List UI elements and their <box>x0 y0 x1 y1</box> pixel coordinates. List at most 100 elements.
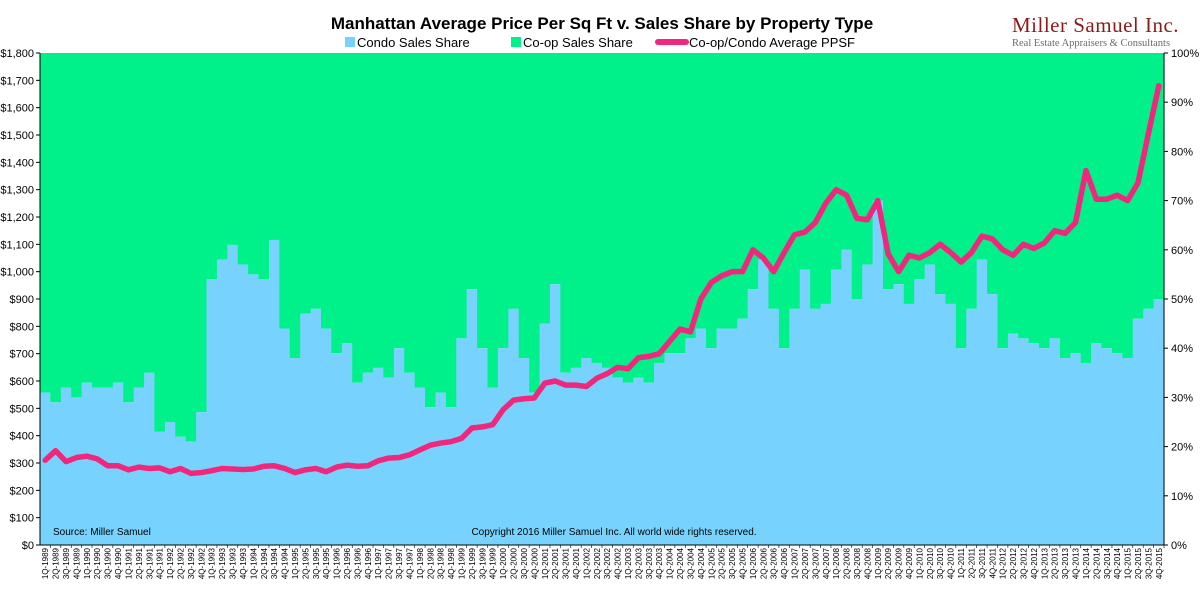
x-tick-label: 1Q-2010 <box>915 547 924 579</box>
x-tick-label: 2Q-2007 <box>801 547 810 579</box>
condo-share-bar <box>477 348 489 545</box>
coop-share-bar <box>216 53 228 260</box>
x-tick-label: 2Q-2001 <box>551 547 560 579</box>
condo-share-bar <box>768 308 780 545</box>
x-tick-label: 3Q-1995 <box>312 547 321 579</box>
ppsf-point <box>314 467 317 470</box>
ppsf-point <box>751 248 755 251</box>
ppsf-point <box>439 441 442 445</box>
condo-share-bar <box>1018 338 1030 545</box>
x-tick-label: 4Q-2003 <box>655 547 664 579</box>
coop-share-bar <box>518 53 530 359</box>
coop-share-bar <box>737 53 749 319</box>
y-left-tick-label: $700 <box>10 349 34 361</box>
x-tick-label: 3Q-2005 <box>728 547 737 579</box>
x-tick-label: 1Q-1996 <box>333 547 342 579</box>
condo-share-bar <box>289 358 301 545</box>
coop-share-bar <box>1039 53 1051 349</box>
ppsf-point <box>1022 243 1025 246</box>
ppsf-point <box>220 467 224 470</box>
condo-share-bar <box>622 382 634 545</box>
y-right-tick-label: 30% <box>1171 392 1193 404</box>
x-tick-label: 4Q-1989 <box>72 547 81 579</box>
ppsf-point <box>772 270 775 273</box>
coop-share-bar <box>102 53 114 388</box>
y-left-tick-label: $600 <box>10 376 34 388</box>
x-tick-label: 1Q-1989 <box>41 547 50 579</box>
condo-share-bar <box>445 407 457 545</box>
x-tick-label: 2Q-2003 <box>634 547 643 579</box>
coop-share-bar <box>903 53 915 304</box>
x-tick-label: 3Q-1992 <box>187 547 196 579</box>
legend-item-ppsf[interactable]: Co-op/Condo Average PPSF <box>655 35 855 50</box>
x-tick-label: 4Q-2009 <box>905 547 914 579</box>
ppsf-point <box>470 426 474 430</box>
y-left-tick-label: $1,700 <box>0 75 34 87</box>
ppsf-point <box>533 396 536 400</box>
coop-share-bar <box>602 53 614 368</box>
coop-share-bar <box>654 53 666 363</box>
condo-share-bar <box>851 299 863 545</box>
coop-share-bar <box>633 53 645 378</box>
x-tick-label: 1Q-2008 <box>832 547 841 579</box>
y-right-tick-label: 50% <box>1171 294 1193 306</box>
x-tick-label: 1Q-2015 <box>1124 547 1133 579</box>
x-tick-label: 1Q-2012 <box>999 547 1008 579</box>
ppsf-point <box>595 377 598 380</box>
x-tick-label: 1Q-2006 <box>749 547 758 579</box>
condo-share-bar <box>175 436 187 545</box>
x-tick-label: 1Q-1990 <box>83 547 92 579</box>
x-tick-label: 4Q-1991 <box>156 547 165 579</box>
condo-share-bar <box>310 308 322 545</box>
x-tick-label: 2Q-2013 <box>1051 547 1060 579</box>
ppsf-point <box>730 270 734 273</box>
condo-share-bar <box>414 387 426 545</box>
ppsf-point <box>1032 247 1036 250</box>
legend-label-coop: Co-op Sales Share <box>523 35 633 50</box>
coop-share-bar <box>497 53 509 349</box>
x-tick-label: 3Q-1998 <box>437 547 446 579</box>
x-tick-label: 2Q-1999 <box>468 547 477 579</box>
plot-area: Source: Miller Samuel Copyright 2016 Mil… <box>40 53 1165 546</box>
condo-share-bar <box>799 269 811 545</box>
x-tick-label: 3Q-2001 <box>562 547 571 579</box>
x-tick-label: 1Q-2013 <box>1040 547 1049 579</box>
condo-share-bar <box>591 362 603 545</box>
condo-share-bar <box>1080 362 1092 545</box>
legend-item-condo[interactable]: Condo Sales Share <box>345 35 470 50</box>
coop-share-bar <box>1059 53 1071 359</box>
coop-share-bar <box>154 53 166 432</box>
line-layer <box>42 83 1162 477</box>
bar-group <box>40 53 1165 546</box>
condo-share-bar <box>373 367 385 545</box>
coop-share-bar <box>404 53 416 373</box>
x-tick-label: 4Q-2005 <box>739 547 748 579</box>
condo-share-bar <box>435 392 447 545</box>
x-tick-label: 4Q-1999 <box>489 547 498 579</box>
x-tick-label: 4Q-1995 <box>322 547 331 579</box>
coop-share-bar <box>851 53 863 299</box>
x-axis: 1Q-1989 2Q-1989 3Q-1989 4Q-1989 1Q-1990 2Q-19… <box>40 544 1165 579</box>
coop-share-bar <box>185 53 197 442</box>
ppsf-point <box>1001 248 1004 251</box>
legend: Condo Sales Share Co-op Sales Share Co-o… <box>345 35 855 50</box>
condo-share-bar <box>1101 348 1113 545</box>
ppsf-point <box>606 372 609 375</box>
coop-share-bar <box>976 53 988 260</box>
y-left-tick-label: $1,200 <box>0 212 34 224</box>
ppsf-point <box>210 469 213 472</box>
legend-swatch-condo <box>345 37 355 47</box>
condo-share-bar <box>393 348 405 545</box>
ppsf-point <box>283 467 286 470</box>
ppsf-point <box>418 448 422 452</box>
ppsf-point <box>918 256 921 260</box>
ppsf-point <box>1136 181 1140 185</box>
condo-share-bar <box>1122 358 1134 545</box>
coop-share-bar <box>71 53 83 398</box>
legend-item-coop[interactable]: Co-op Sales Share <box>511 35 633 50</box>
x-tick-label: 3Q-1990 <box>104 547 113 579</box>
coop-share-bar <box>81 53 93 383</box>
y-axis-left: $0 $100 $200 $300 $400 $500 $600 $700 $800 $900 $1… <box>0 48 41 552</box>
x-tick-label: 1Q-1998 <box>416 547 425 579</box>
x-tick-label: 1Q-1991 <box>124 547 133 579</box>
